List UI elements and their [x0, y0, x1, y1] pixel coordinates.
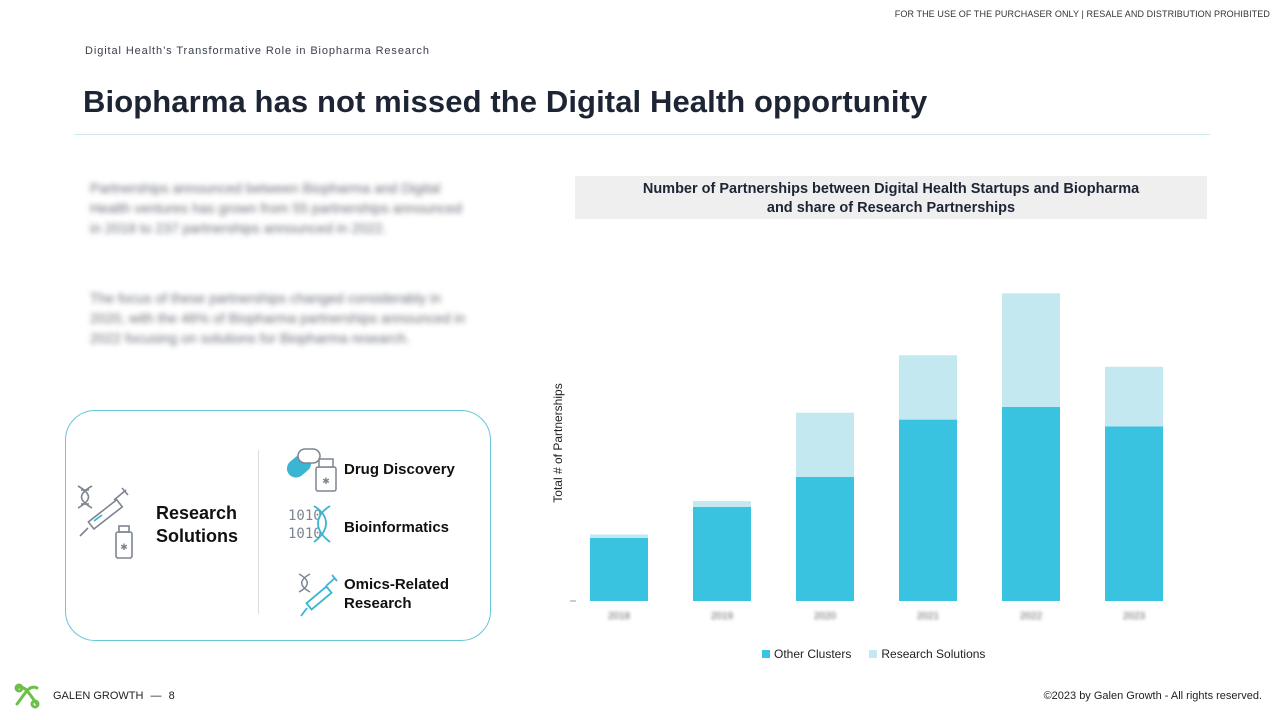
bar-research-3	[899, 355, 957, 420]
legend-swatch-research	[869, 650, 878, 658]
research-solutions-card	[65, 410, 491, 641]
research-label-line2: Solutions	[156, 526, 238, 546]
footer-brand-name: GALEN GROWTH	[53, 690, 144, 702]
chart-title-line1: Number of Partnerships between Digital H…	[642, 181, 1140, 197]
legend-label-research: Research Solutions	[881, 647, 986, 661]
legend-item-research: Research Solutions	[869, 647, 985, 661]
footer-separator: —	[150, 690, 162, 702]
bar-other-1	[693, 506, 751, 601]
x-tick-label: 2023	[1123, 611, 1146, 622]
bar-research-4	[1002, 293, 1060, 407]
omics-label-line1: Omics-Related	[344, 576, 450, 593]
category-omics-research: Omics-Related Research	[344, 575, 449, 613]
svg-text:1010: 1010	[288, 508, 322, 524]
bar-other-5	[1105, 426, 1163, 601]
chart-title-line2: and share of Research Partnerships	[766, 200, 1016, 216]
footer-brand: GALEN GROWTH — 8	[53, 690, 175, 702]
legend-swatch-other	[762, 650, 770, 658]
bar-other-3	[899, 419, 957, 601]
bar-other-0	[590, 537, 648, 601]
body-paragraph-1: Partnerships announced between Biopharma…	[90, 180, 462, 236]
body-paragraph-2: The focus of these partnerships changed …	[90, 290, 466, 346]
bar-other-2	[796, 477, 854, 601]
research-label-line1: Research	[156, 503, 238, 523]
dna-syringe-icon	[298, 573, 338, 617]
bars-group: 2018 2019 2020 2021 2022 2023	[590, 293, 1163, 622]
category-drug-discovery: Drug Discovery	[344, 461, 455, 478]
bar-research-0	[590, 534, 648, 538]
dna-syringe-vial-icon: ✱	[77, 485, 133, 559]
pills-bottle-icon: ✱	[286, 448, 337, 492]
category-bioinformatics: Bioinformatics	[344, 519, 450, 536]
bar-research-2	[796, 412, 854, 477]
research-solutions-label: Research Solutions	[156, 502, 238, 548]
x-tick-label: 2021	[917, 611, 940, 622]
title-divider	[74, 134, 1210, 135]
section-subtitle: Digital Health’s Transformative Role in …	[85, 45, 430, 57]
page-number: 8	[168, 690, 175, 702]
partnerships-bar-chart: Total # of Partnerships 2018 2019 2020 2021…	[551, 293, 1163, 622]
x-tick-label: 2020	[814, 611, 837, 622]
copyright-text: ©2023 by Galen Growth - All rights reser…	[1043, 690, 1262, 702]
chart-title: Number of Partnerships between Digital H…	[575, 180, 1207, 218]
legend-item-other: Other Clusters	[762, 647, 851, 661]
page-title: Biopharma has not missed the Digital Hea…	[83, 84, 928, 119]
svg-text:✱: ✱	[120, 543, 128, 553]
binary-dna-icon: 1010 1010	[288, 505, 331, 543]
y-axis-label: Total # of Partnerships	[551, 383, 565, 502]
disclaimer-text: FOR THE USE OF THE PURCHASER ONLY | RESA…	[894, 9, 1270, 19]
x-tick-label: 2018	[608, 611, 631, 622]
legend-label-other: Other Clusters	[774, 647, 852, 661]
svg-text:✱: ✱	[322, 477, 330, 487]
bar-research-5	[1105, 366, 1163, 427]
card-divider	[258, 450, 259, 614]
x-tick-label: 2022	[1020, 611, 1043, 622]
bar-research-1	[693, 501, 751, 507]
galen-growth-logo-icon	[14, 683, 40, 709]
chart-title-box	[575, 176, 1207, 219]
x-tick-label: 2019	[711, 611, 734, 622]
svg-text:1010: 1010	[288, 526, 322, 542]
bar-other-4	[1002, 406, 1060, 601]
omics-label-line2: Research	[344, 595, 412, 612]
chart-legend: Other Clusters Research Solutions	[762, 647, 985, 661]
